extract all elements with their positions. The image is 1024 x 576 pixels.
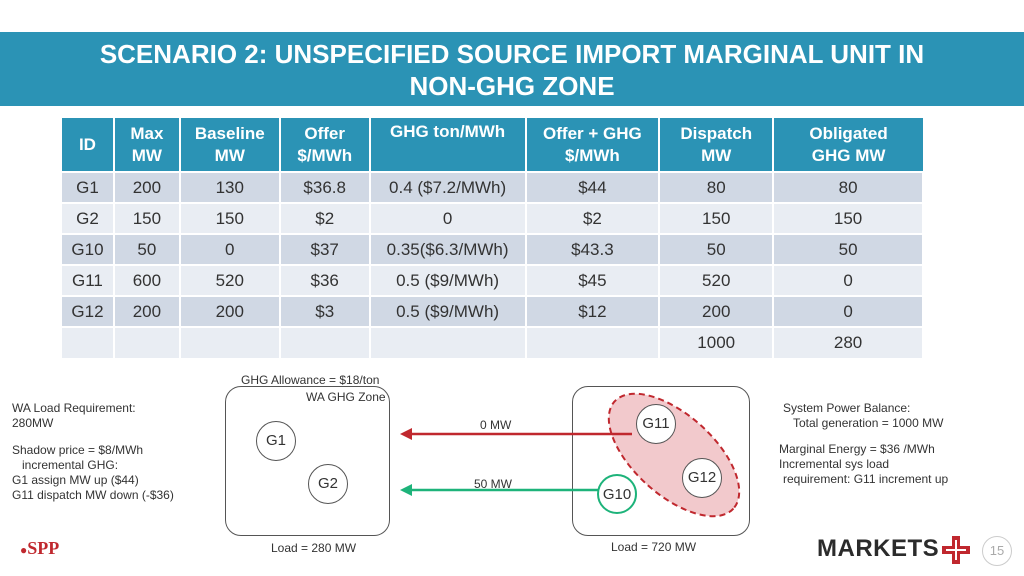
cell: $36 [279,264,371,296]
cell [279,326,371,358]
table-row: G2 150 150 $2 0 $2 150 150 [62,202,924,234]
load-left-label: Load = 280 MW [271,541,357,555]
gen-g11: G11 [636,404,676,444]
cell: $45 [525,264,661,296]
cell: $44 [525,171,661,203]
cell: 50 [659,233,775,265]
cell: 520 [659,264,775,296]
power-balance-note: System Power Balance: Total generation =… [783,401,944,430]
header-id: ID [62,118,115,172]
spp-logo-mark: ● [20,543,28,557]
cell: 80 [773,171,924,203]
flow-arrowhead-red [400,428,412,440]
cell [113,326,181,358]
flow-top-label: 0 MW [480,418,512,432]
cell: 280 [773,326,924,358]
table-row: G12 200 200 $3 0.5 ($9/MWh) $12 200 0 [62,295,924,327]
cell: 200 [113,171,181,203]
cell: 1000 [659,326,775,358]
cell: $12 [525,295,661,327]
wa-load-note: WA Load Requirement: 280MW [12,401,136,430]
cell: 0 [773,264,924,296]
table-row: G11 600 520 $36 0.5 ($9/MWh) $45 520 0 [62,264,924,296]
shadow-price-note: Shadow price = $8/MWh incremental GHG: G… [12,443,174,502]
title-line-1: SCENARIO 2: UNSPECIFIED SOURCE IMPORT MA… [99,39,925,69]
cell: 0 [179,233,281,265]
page-number: 15 [982,536,1012,566]
table-total-row: 1000 280 [62,326,924,358]
cell: 0.35($6.3/MWh) [369,233,527,265]
cell [62,326,115,358]
wa-ghg-zone-label: WA GHG Zone [306,390,386,404]
header-offer-ghg: Offer + GHG $/MWh [525,118,661,172]
header-offer: Offer $/MWh [279,118,371,172]
markets-logo-text: MARKETS [817,535,940,562]
cell: 0.5 ($9/MWh) [369,264,527,296]
markets-logo: MARKETS [817,535,939,563]
load-right-label: Load = 720 MW [611,540,697,554]
table-row: G1 200 130 $36.8 0.4 ($7.2/MWh) $44 80 80 [62,171,924,203]
cell: 0.4 ($7.2/MWh) [369,171,527,203]
cell: 130 [179,171,281,203]
cell: $37 [279,233,371,265]
cell [179,326,281,358]
header-ghg-ton: GHG ton/MWh [369,118,527,172]
gen-g10: G10 [597,474,637,514]
cell: 150 [113,202,181,234]
cell: 80 [659,171,775,203]
spp-logo-text: SPP [27,538,60,558]
flow-bottom-label: 50 MW [474,477,513,491]
cell: 0.5 ($9/MWh) [369,295,527,327]
header-max-mw: Max MW [113,118,181,172]
wa-ghg-zone-box [225,386,390,536]
cell: $2 [279,202,371,234]
table-row: G10 50 0 $37 0.35($6.3/MWh) $43.3 50 50 [62,233,924,265]
cell: G12 [62,295,115,327]
cell: $36.8 [279,171,371,203]
cell: 200 [179,295,281,327]
gen-g12: G12 [682,458,722,498]
cell: G10 [62,233,115,265]
cell: 200 [659,295,775,327]
cell: 150 [659,202,775,234]
header-dispatch: Dispatch MW [659,118,775,172]
cell: 0 [773,295,924,327]
gen-g1: G1 [256,421,296,461]
title-line-2: NON-GHG ZONE [409,71,615,101]
header-obligated: Obligated GHG MW [773,118,923,172]
flow-arrowhead-green [400,484,412,496]
cell: G1 [62,171,115,203]
cell: 50 [113,233,181,265]
header-baseline-mw: Baseline MW [179,118,281,172]
cell [525,326,661,358]
cell: 200 [113,295,181,327]
cell: 150 [773,202,924,234]
cell: $3 [279,295,371,327]
cell: 600 [113,264,181,296]
cell: $43.3 [525,233,661,265]
spp-logo: ●SPP [20,538,59,559]
plus-icon [942,536,970,564]
cell [369,326,527,358]
cell: 150 [179,202,281,234]
cell: 50 [773,233,924,265]
cell: $2 [525,202,661,234]
generator-table: ID Max MW Baseline MW Offer $/MWh GHG ton/M… [62,118,924,358]
ghg-allowance-label: GHG Allowance = $18/ton [241,373,380,387]
title-banner: SCENARIO 2: UNSPECIFIED SOURCE IMPORT MA… [0,32,1024,106]
marginal-energy-note: Marginal Energy = $36 /MWh Incremental s… [779,442,949,486]
table-header-row: ID Max MW Baseline MW Offer $/MWh GHG ton/M… [62,118,923,172]
cell: G2 [62,202,115,234]
cell: 0 [369,202,527,234]
gen-g2: G2 [308,464,348,504]
cell: G11 [62,264,115,296]
cell: 520 [179,264,281,296]
